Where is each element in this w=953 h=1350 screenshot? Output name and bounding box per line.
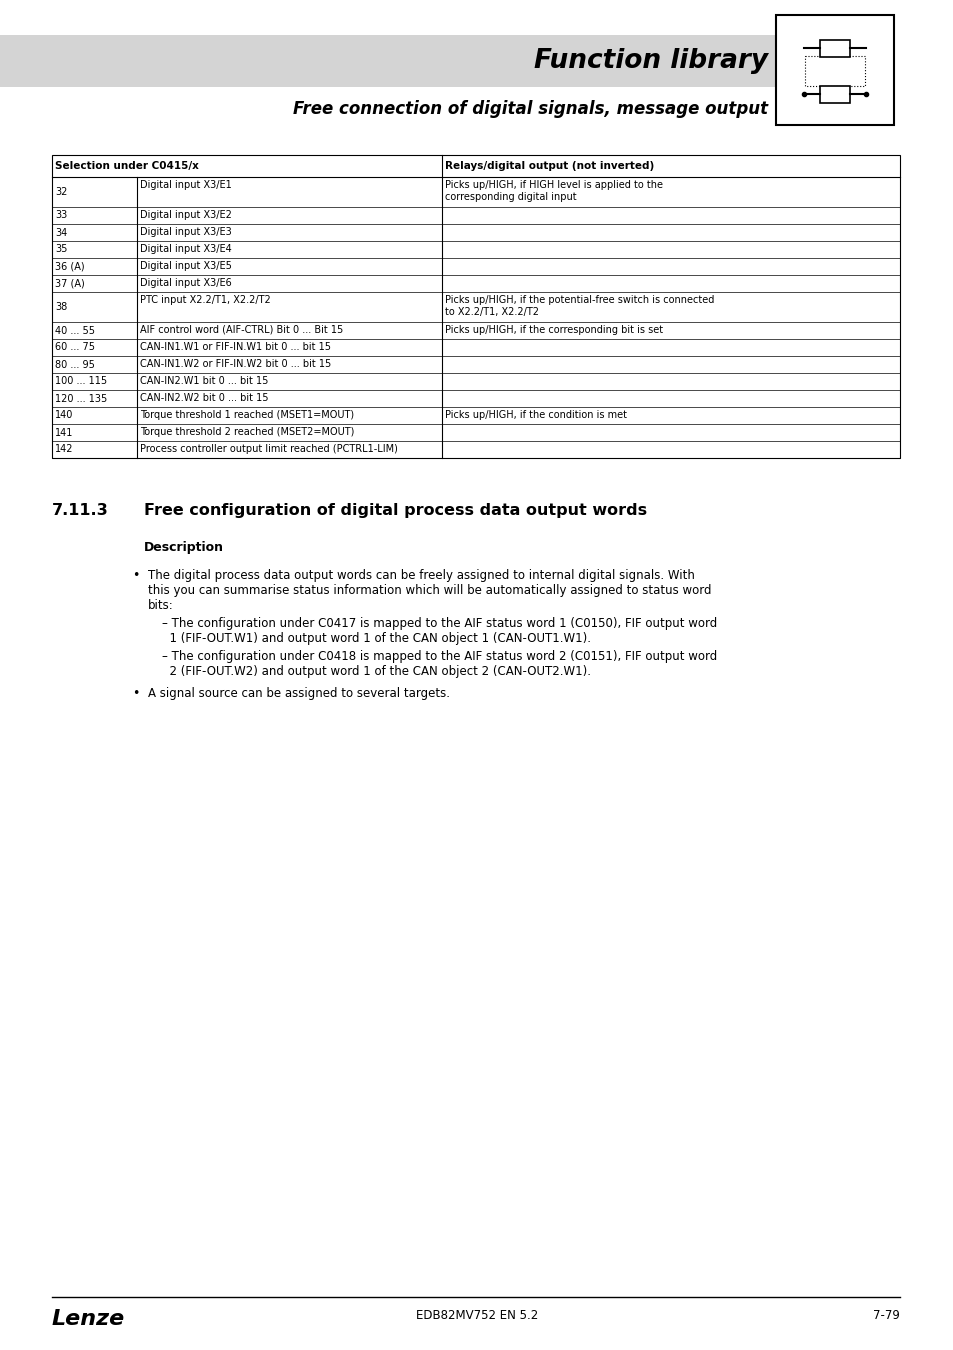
Bar — [804, 55, 864, 86]
Text: CAN-IN1.W1 or FIF-IN.W1 bit 0 ... bit 15: CAN-IN1.W1 or FIF-IN.W1 bit 0 ... bit 15 — [140, 342, 331, 352]
Text: 1 (FIF-OUT.W1) and output word 1 of the CAN object 1 (CAN-OUT1.W1).: 1 (FIF-OUT.W1) and output word 1 of the … — [162, 632, 590, 645]
Text: PTC input X2.2/T1, X2.2/T2: PTC input X2.2/T1, X2.2/T2 — [140, 296, 271, 305]
Text: Free connection of digital signals, message output: Free connection of digital signals, mess… — [293, 100, 767, 117]
Text: 60 ... 75: 60 ... 75 — [55, 343, 95, 352]
Text: this you can summarise status information which will be automatically assigned t: this you can summarise status informatio… — [148, 585, 711, 597]
Text: Digital input X3/E5: Digital input X3/E5 — [140, 261, 232, 271]
Text: Description: Description — [144, 541, 224, 554]
Bar — [775, 15, 893, 126]
Text: Relays/digital output (not inverted): Relays/digital output (not inverted) — [444, 161, 654, 171]
Text: – The configuration under C0417 is mapped to the AIF status word 1 (C0150), FIF : – The configuration under C0417 is mappe… — [162, 617, 717, 630]
Text: Picks up/HIGH, if HIGH level is applied to the
corresponding digital input: Picks up/HIGH, if HIGH level is applied … — [444, 180, 662, 202]
Text: Function library: Function library — [534, 49, 767, 74]
Bar — [0, 35, 775, 86]
Text: Selection under C0415/x: Selection under C0415/x — [55, 161, 198, 171]
Text: 140: 140 — [55, 410, 73, 420]
Bar — [820, 39, 849, 57]
Text: CAN-IN2.W2 bit 0 ... bit 15: CAN-IN2.W2 bit 0 ... bit 15 — [140, 393, 268, 404]
Text: 40 ... 55: 40 ... 55 — [55, 325, 95, 336]
Text: Free configuration of digital process data output words: Free configuration of digital process da… — [144, 504, 646, 518]
Text: Process controller output limit reached (PCTRL1-LIM): Process controller output limit reached … — [140, 444, 397, 454]
Text: 2 (FIF-OUT.W2) and output word 1 of the CAN object 2 (CAN-OUT2.W1).: 2 (FIF-OUT.W2) and output word 1 of the … — [162, 666, 590, 678]
Text: 80 ... 95: 80 ... 95 — [55, 359, 94, 370]
Text: 120 ... 135: 120 ... 135 — [55, 393, 107, 404]
Text: 38: 38 — [55, 302, 67, 312]
Text: – The configuration under C0418 is mapped to the AIF status word 2 (C0151), FIF : – The configuration under C0418 is mappe… — [162, 649, 717, 663]
Text: Picks up/HIGH, if the condition is met: Picks up/HIGH, if the condition is met — [444, 410, 626, 420]
Text: 142: 142 — [55, 444, 73, 455]
Text: Torque threshold 1 reached (MSET1=MOUT): Torque threshold 1 reached (MSET1=MOUT) — [140, 410, 354, 420]
Text: Torque threshold 2 reached (MSET2=MOUT): Torque threshold 2 reached (MSET2=MOUT) — [140, 427, 354, 437]
Text: 34: 34 — [55, 228, 67, 238]
Text: Digital input X3/E6: Digital input X3/E6 — [140, 278, 232, 288]
Text: 7-79: 7-79 — [872, 1310, 899, 1322]
Text: 32: 32 — [55, 188, 68, 197]
Text: EDB82MV752 EN 5.2: EDB82MV752 EN 5.2 — [416, 1310, 537, 1322]
Text: Picks up/HIGH, if the corresponding bit is set: Picks up/HIGH, if the corresponding bit … — [444, 325, 662, 335]
Text: bits:: bits: — [148, 599, 173, 612]
Text: Lenze: Lenze — [52, 1310, 125, 1328]
Text: CAN-IN1.W2 or FIF-IN.W2 bit 0 ... bit 15: CAN-IN1.W2 or FIF-IN.W2 bit 0 ... bit 15 — [140, 359, 331, 369]
Text: AIF control word (AIF-CTRL) Bit 0 ... Bit 15: AIF control word (AIF-CTRL) Bit 0 ... Bi… — [140, 325, 343, 335]
Text: CAN-IN2.W1 bit 0 ... bit 15: CAN-IN2.W1 bit 0 ... bit 15 — [140, 377, 268, 386]
Text: Digital input X3/E1: Digital input X3/E1 — [140, 180, 232, 190]
Text: Digital input X3/E2: Digital input X3/E2 — [140, 211, 232, 220]
Text: 141: 141 — [55, 428, 73, 437]
Text: 35: 35 — [55, 244, 68, 255]
Text: 36 (A): 36 (A) — [55, 262, 85, 271]
Text: Digital input X3/E4: Digital input X3/E4 — [140, 244, 232, 254]
Text: 37 (A): 37 (A) — [55, 278, 85, 289]
Text: •: • — [132, 687, 139, 701]
Text: •: • — [132, 568, 139, 582]
Text: The digital process data output words can be freely assigned to internal digital: The digital process data output words ca… — [148, 568, 694, 582]
Bar — [820, 85, 849, 103]
Text: 7.11.3: 7.11.3 — [52, 504, 109, 518]
Text: 33: 33 — [55, 211, 67, 220]
Text: A signal source can be assigned to several targets.: A signal source can be assigned to sever… — [148, 687, 450, 701]
Text: 100 ... 115: 100 ... 115 — [55, 377, 107, 386]
Text: Picks up/HIGH, if the potential-free switch is connected
to X2.2/T1, X2.2/T2: Picks up/HIGH, if the potential-free swi… — [444, 296, 714, 317]
Text: Digital input X3/E3: Digital input X3/E3 — [140, 227, 232, 238]
Bar — [52, 155, 899, 458]
